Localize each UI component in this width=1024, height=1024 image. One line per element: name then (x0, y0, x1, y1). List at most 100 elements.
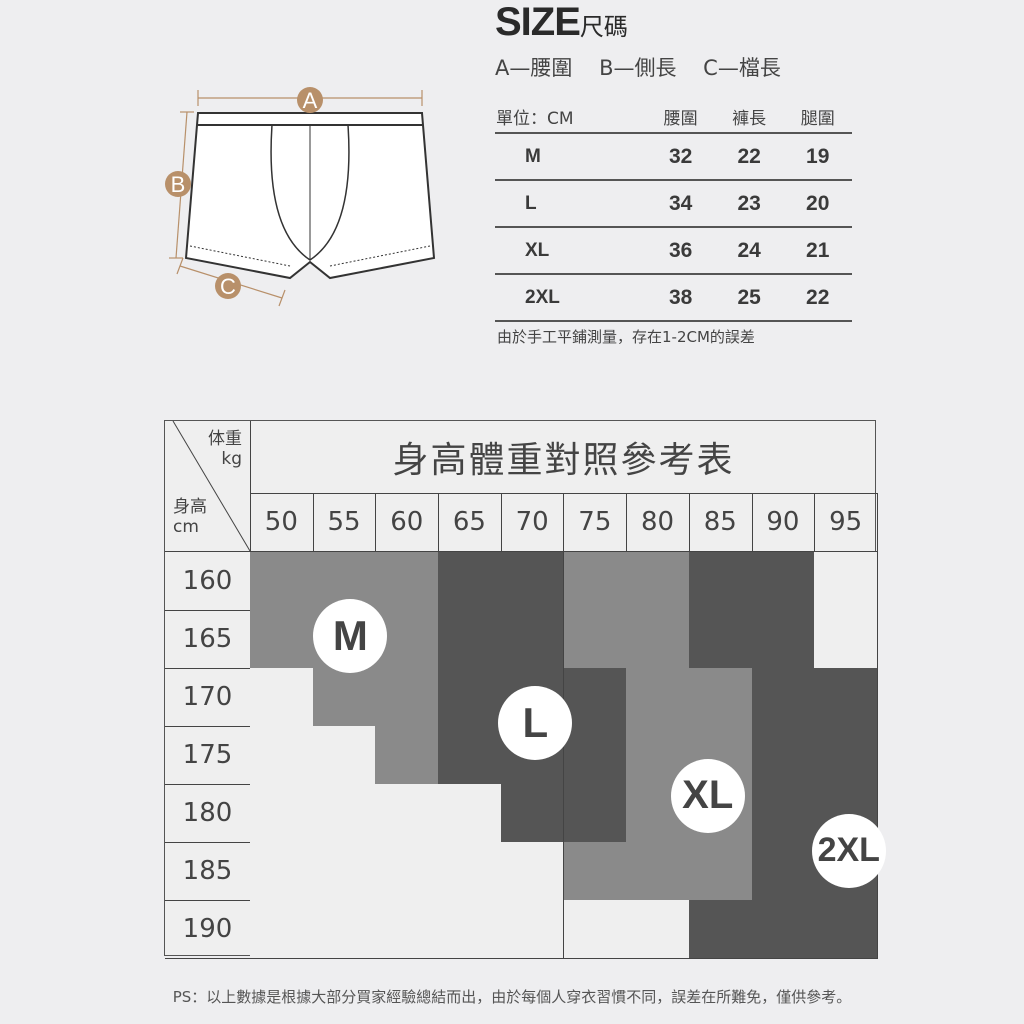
grid-cell-dark (563, 668, 628, 727)
weight-header: 50 (250, 493, 314, 552)
grid-cell-dark (438, 552, 502, 611)
weight-header: 60 (375, 493, 440, 552)
height-header: 185 (165, 842, 251, 901)
grid-cell-light (312, 842, 377, 901)
grid-cell-light (250, 900, 314, 959)
size-badge-m: M (313, 599, 388, 674)
weight-header: 80 (626, 493, 690, 552)
grid-cell-light (438, 784, 502, 843)
weight-header: 55 (312, 493, 377, 552)
col-header: 腿圍 (783, 100, 852, 134)
grid-cell-dark (688, 900, 753, 959)
grid-cell-medium (375, 668, 440, 727)
size-value: 25 (714, 274, 784, 322)
grid-cell-medium (626, 668, 690, 727)
size-row: 2XL 38 25 22 (495, 274, 852, 322)
grid-cell-dark (751, 726, 816, 785)
weight-header: 65 (438, 493, 502, 552)
grid-cell-medium (688, 668, 753, 727)
grid-cell-dark (563, 784, 628, 843)
label-b-marker (165, 171, 191, 197)
grid-cell-dark (814, 900, 878, 959)
grid-cell-light (375, 900, 440, 959)
corner-cell: 体重 kg 身高 cm (165, 421, 251, 552)
grid-cell-light (250, 668, 314, 727)
grid-cell-medium (375, 552, 440, 611)
size-value: 36 (646, 227, 715, 275)
height-weight-grid: 身高體重對照參考表 体重 kg 身高 cm 50 55 60 65 70 75 80 85 90… (164, 420, 886, 959)
weight-unit: kg (221, 449, 242, 469)
grid-cell-light (814, 610, 878, 669)
label-c: C (220, 274, 236, 299)
size-value: 32 (646, 133, 715, 181)
shorts-diagram: A B C (165, 87, 436, 307)
size-value: 22 (783, 274, 852, 322)
weight-header: 75 (563, 493, 628, 552)
size-value: 24 (714, 227, 784, 275)
size-row: M 32 22 19 (495, 133, 852, 181)
grid-cell-dark (438, 668, 502, 727)
size-row: XL 36 24 21 (495, 227, 852, 275)
weight-header: 85 (688, 493, 753, 552)
grid-cell-dark (751, 842, 816, 901)
grid-cell-medium (626, 552, 690, 611)
grid-cell-medium (563, 842, 628, 901)
grid-cell-dark (438, 610, 502, 669)
weight-header: 70 (500, 493, 565, 552)
legend-a: A—腰圍 (495, 56, 573, 80)
grid-cell-medium (563, 552, 628, 611)
grid-cell-medium (688, 842, 753, 901)
label-c-marker (215, 273, 241, 299)
col-header: 腰圍 (646, 100, 715, 134)
height-header: 170 (165, 668, 251, 727)
col-header: 褲長 (714, 100, 784, 134)
measurement-note: 由於手工平鋪測量，存在1-2CM的誤差 (497, 328, 755, 346)
grid-cell-dark (688, 610, 753, 669)
size-name: 2XL (495, 274, 647, 322)
grid-cell-light (500, 842, 565, 901)
height-label: 身高 (173, 497, 207, 517)
size-badge-l: L (498, 686, 573, 761)
page-title: SIZE尺碼 (495, 0, 628, 44)
grid-cell-light (250, 842, 314, 901)
grid-cell-medium (250, 610, 314, 669)
height-header: 190 (165, 900, 251, 959)
legend-b: B—側長 (599, 56, 677, 80)
weight-label: 体重 (208, 429, 242, 449)
grid-cell-dark (500, 552, 565, 611)
grid-cell-medium (250, 552, 314, 611)
grid-cell-light (626, 900, 690, 959)
size-name: XL (495, 227, 647, 275)
size-value: 23 (714, 180, 784, 228)
col-header: 單位：CM (495, 100, 647, 134)
grid-cell-dark (500, 784, 565, 843)
size-value: 22 (714, 133, 784, 181)
grid-cell-dark (751, 900, 816, 959)
grid-cell-dark (751, 668, 816, 727)
grid-cell-medium (626, 842, 690, 901)
grid-cell-light (814, 552, 878, 611)
label-a-marker (297, 87, 323, 113)
size-badge-xl: XL (670, 758, 745, 833)
grid-cell-dark (438, 726, 502, 785)
measurement-legend: A—腰圍 B—側長 C—檔長 (495, 52, 801, 82)
grid-cell-dark (688, 552, 753, 611)
height-unit: cm (173, 517, 199, 537)
grid-cell-light (250, 784, 314, 843)
label-a: A (303, 88, 318, 113)
grid-cell-light (312, 726, 377, 785)
grid-cell-light (312, 900, 377, 959)
grid-cell-dark (814, 668, 878, 727)
size-row: L 34 23 20 (495, 180, 852, 228)
grid-cell-dark (751, 610, 816, 669)
size-value: 21 (783, 227, 852, 275)
grid-cell-medium (563, 610, 628, 669)
size-name: L (495, 180, 647, 228)
footer-note: PS：以上數據是根據大部分買家經驗總結而出，由於每個人穿衣習慣不同，誤差在所難免… (172, 988, 852, 1006)
size-table: 單位：CM 腰圍 褲長 腿圍 M 32 22 19 L 34 23 20 XL 36 24 21 2XL… (495, 100, 852, 322)
grid-cell-light (500, 900, 565, 959)
grid-cell-dark (751, 784, 816, 843)
size-name: M (495, 133, 647, 181)
height-header: 175 (165, 726, 251, 785)
